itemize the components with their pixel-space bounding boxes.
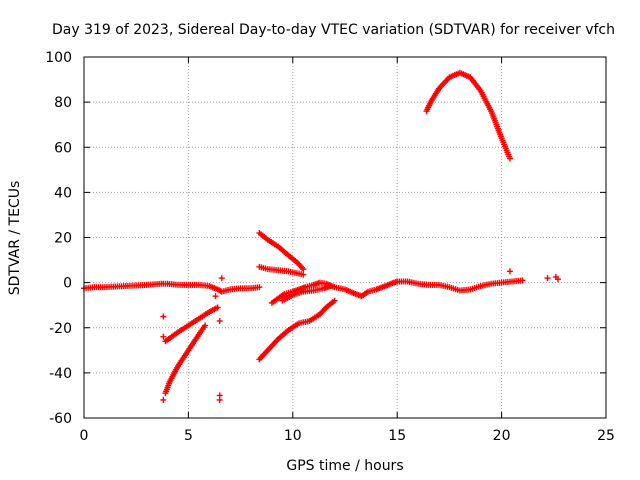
y-tick-label: 60 xyxy=(54,140,72,156)
x-axis-label: GPS time / hours xyxy=(286,458,403,474)
data-point xyxy=(331,297,338,304)
y-tick-label: -40 xyxy=(49,366,72,382)
x-tick-label: 15 xyxy=(388,428,406,444)
plot-frame xyxy=(83,56,607,419)
data-point xyxy=(160,313,167,320)
data-point xyxy=(544,275,551,282)
data-point xyxy=(506,268,513,275)
y-tick-label: -60 xyxy=(49,411,72,427)
data-point xyxy=(216,317,223,324)
data-point xyxy=(300,271,307,278)
y-tick-label: 100 xyxy=(45,50,72,66)
data-points xyxy=(81,69,561,403)
data-point xyxy=(554,276,561,283)
y-tick-label: 40 xyxy=(54,185,72,201)
data-point xyxy=(160,333,167,340)
x-tick-label: 0 xyxy=(80,428,89,444)
y-tick-label: 0 xyxy=(63,276,72,292)
data-point xyxy=(212,293,219,300)
axis-ticks: 0 5 10 15 20 25 -60 -40 -20 0 20 40 60 80 100 xyxy=(45,50,615,444)
data-point xyxy=(256,284,263,291)
data-point xyxy=(506,155,513,162)
y-axis-label: SDTVAR / TECUs xyxy=(7,181,23,296)
x-tick-label: 20 xyxy=(493,428,511,444)
data-point xyxy=(216,396,223,403)
y-tick-label: 80 xyxy=(54,95,72,111)
x-tick-label: 5 xyxy=(184,428,193,444)
data-point xyxy=(327,283,334,290)
data-point xyxy=(300,266,307,273)
grid-lines xyxy=(84,57,606,418)
data-point xyxy=(519,277,526,284)
y-tick-label: -20 xyxy=(49,321,72,337)
data-point xyxy=(202,322,209,329)
x-tick-label: 10 xyxy=(284,428,302,444)
y-tick-label: 20 xyxy=(54,231,72,247)
data-point xyxy=(218,275,225,282)
data-point xyxy=(160,396,167,403)
data-point xyxy=(214,304,221,311)
x-tick-label: 25 xyxy=(597,428,615,444)
chart-title: Day 319 of 2023, Sidereal Day-to-day VTE… xyxy=(52,22,615,38)
